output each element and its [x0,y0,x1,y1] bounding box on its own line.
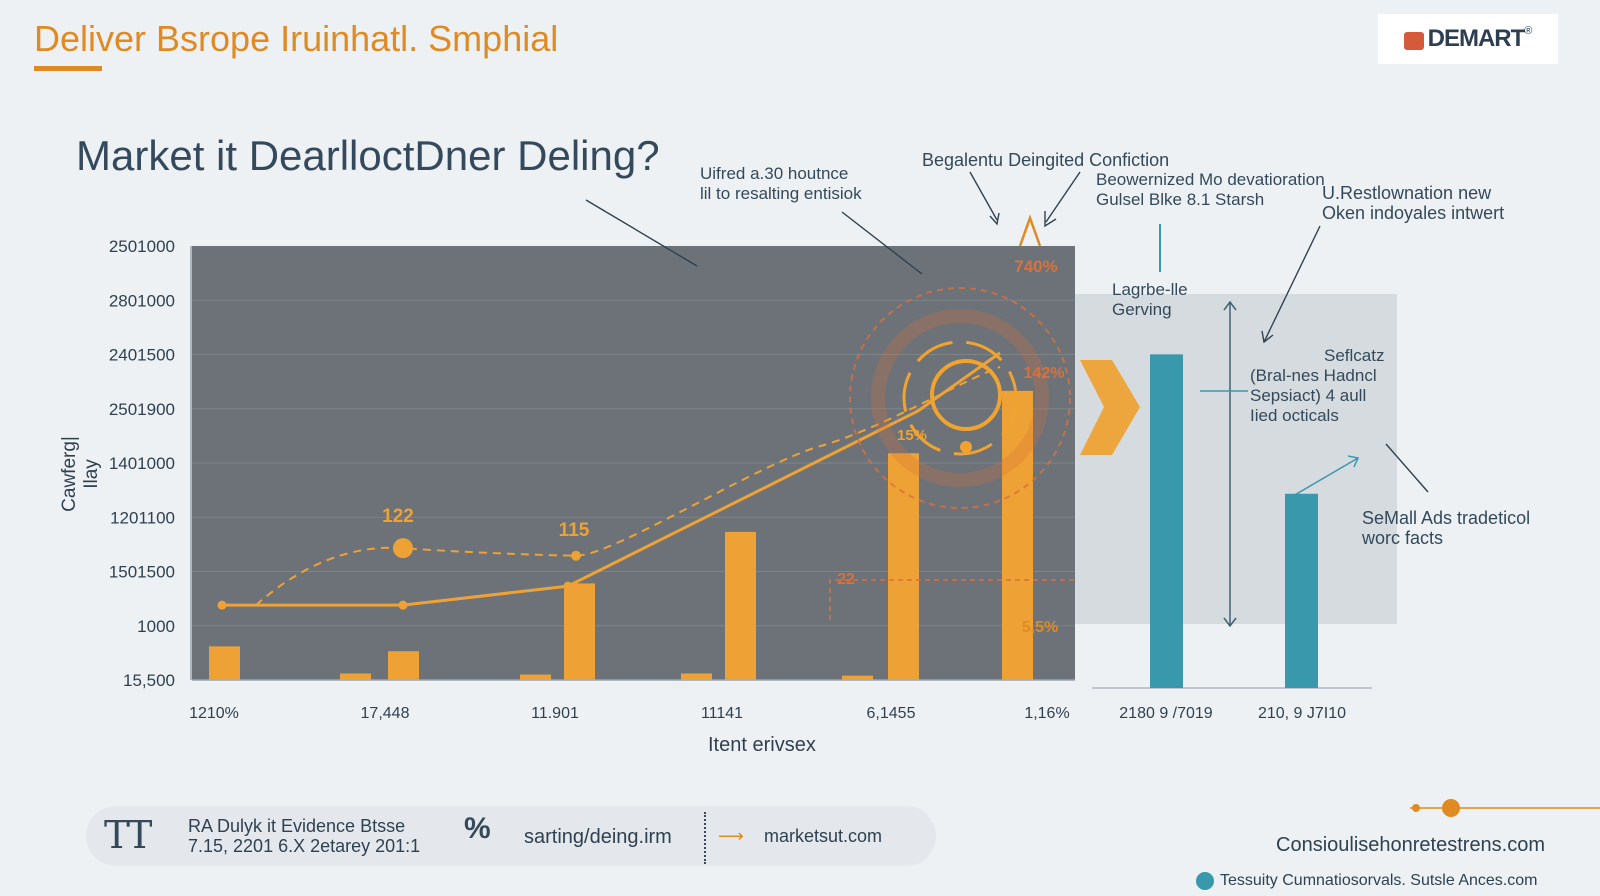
footer-link-1[interactable]: sarting/deing.irm [524,826,672,848]
logo-text: DEMART [1427,25,1526,52]
y-tick-label: 1401000 [109,454,175,473]
legend-dot-icon [1196,872,1214,890]
header-title: Deliver Bsrope Iruinhatl. Smphial [34,18,559,59]
bar-main [388,651,419,680]
data-label: 15% [897,427,927,444]
bar-small [842,675,873,680]
y-tick-label: 1501500 [109,563,175,582]
footer-line-2: 7.15, 2201 6.X 2etarey 201:1 [188,836,421,856]
annotation-2: Begalentu Deingited Confiction [922,150,1170,170]
dashed-trend-point [571,550,581,561]
data-label: 5,5% [1022,619,1058,636]
chart-title: Market it DearlloctDner Deling? [76,132,660,179]
y-tick-label: 2501000 [109,237,175,256]
annotation-3-line-2: Gulsel Blke 8.1 Starsh [1096,190,1265,209]
bar-small [520,674,551,680]
footer-site[interactable]: Consioulisehonretestrens.com [1276,834,1546,856]
footer-logo: TT [104,813,152,857]
bar-small [681,673,712,680]
percent-icon: % [464,812,491,845]
side-panel [1070,294,1397,624]
arrow-right-icon: ⟶ [718,826,744,846]
annotation-1: Uifred a.30 houtnce lil to resalting ent… [700,164,862,204]
annotation-4-line-1: U.Restlownation new [1322,183,1492,203]
annotation-3: Beowernized Mo devatioration Gulsel Blke… [1096,170,1325,210]
x-tick-label: 1210% [189,705,239,722]
y-tick-label: 2501900 [109,400,175,419]
logo-mark-icon [1403,32,1424,50]
dashed-trend [255,366,1001,606]
data-label: 142% [1024,365,1065,382]
annotation-3-line-1: Beowernized Mo devatioration [1096,170,1325,189]
footer-line-1: RA Dulyk it Evidence Btsse [188,816,406,836]
bar-main [564,583,595,680]
y-tick-label: 1000 [137,617,175,636]
x-tick-label: 2180 9 /7019 [1119,705,1213,722]
annotation-6-line-4: Iied octicals [1250,406,1339,425]
x-tick-label: 210, 9 J7I10 [1258,705,1346,722]
y-tick-label: 15,500 [123,671,175,690]
footer-evidence: RA Dulyk it Evidence Btsse 7.15, 2201 6.… [188,816,420,856]
header-underline [34,66,102,71]
trend-point [398,600,408,610]
annotation-5-line-2: Gerving [1112,300,1172,319]
y-tick-label: 2801000 [109,291,175,310]
annotation-4-line-2: Oken indoyales intwert [1322,203,1505,223]
dashed-trend-point [393,538,413,559]
trend-point [217,600,227,610]
annotation-6: Seflcatz (Bral-nes Hadncl Sepsiact) 4 au… [1250,346,1384,426]
bar-small [209,646,240,680]
y-axis-title: Cawferg| Ilay [59,436,102,512]
brand-logo[interactable]: DEMART ® [1378,14,1558,64]
annotation-7: SeMall Ads tradeticol worc facts [1362,508,1530,548]
logo-registered: ® [1524,25,1533,37]
bar-small [340,673,371,680]
footer-legend: Tessuity Cumnatiosorvals. Sutsle Ances.c… [1220,872,1538,889]
annotation-5: Lagrbe-lle Gerving [1112,280,1188,320]
annotation-5-line-1: Lagrbe-lle [1112,280,1188,299]
x-tick-label: 11.901 [531,705,579,722]
x-tick-label: 17,448 [361,705,410,722]
y-tick-label: 1201100 [110,508,175,527]
bar-main [725,531,756,680]
bar-teal [1285,493,1318,688]
bar-main [1002,390,1033,680]
annotation-6-line-2: (Bral-nes Hadncl [1250,366,1377,385]
annotation-7-line-1: SeMall Ads tradeticol [1362,508,1531,528]
y-tick-label: 2401500 [109,346,175,365]
annotation-7-line-2: worc facts [1362,528,1444,548]
data-label: 122 [382,506,414,527]
x-tick-label: 11141 [701,705,743,722]
annotation-pointers [585,171,1600,817]
bar-main [888,453,919,680]
annotation-6-line-3: Sepsiact) 4 aull [1250,386,1367,405]
data-label: 740% [1014,257,1057,276]
bar-teal [1150,354,1183,688]
annotation-6-line-1: Seflcatz [1324,346,1385,365]
trend-point [563,581,573,591]
target-decoration [829,214,1360,628]
x-tick-label: 6,1455 [867,705,916,722]
data-label: 115 [559,520,590,541]
footer-link-2[interactable]: marketsut.com [764,826,883,846]
footer-bar [86,806,936,866]
annotation-1-line-2: lil to resalting entisiok [700,184,862,203]
x-tick-label: 1,16% [1024,705,1069,722]
data-label: 22 [837,571,855,588]
x-axis-title: Itent erivsex [708,734,816,756]
annotation-1-line-1: Uifred a.30 houtnce [700,164,849,183]
annotation-4: U.Restlownation new Oken indoyales intwe… [1322,183,1504,223]
footer-divider [704,812,708,864]
